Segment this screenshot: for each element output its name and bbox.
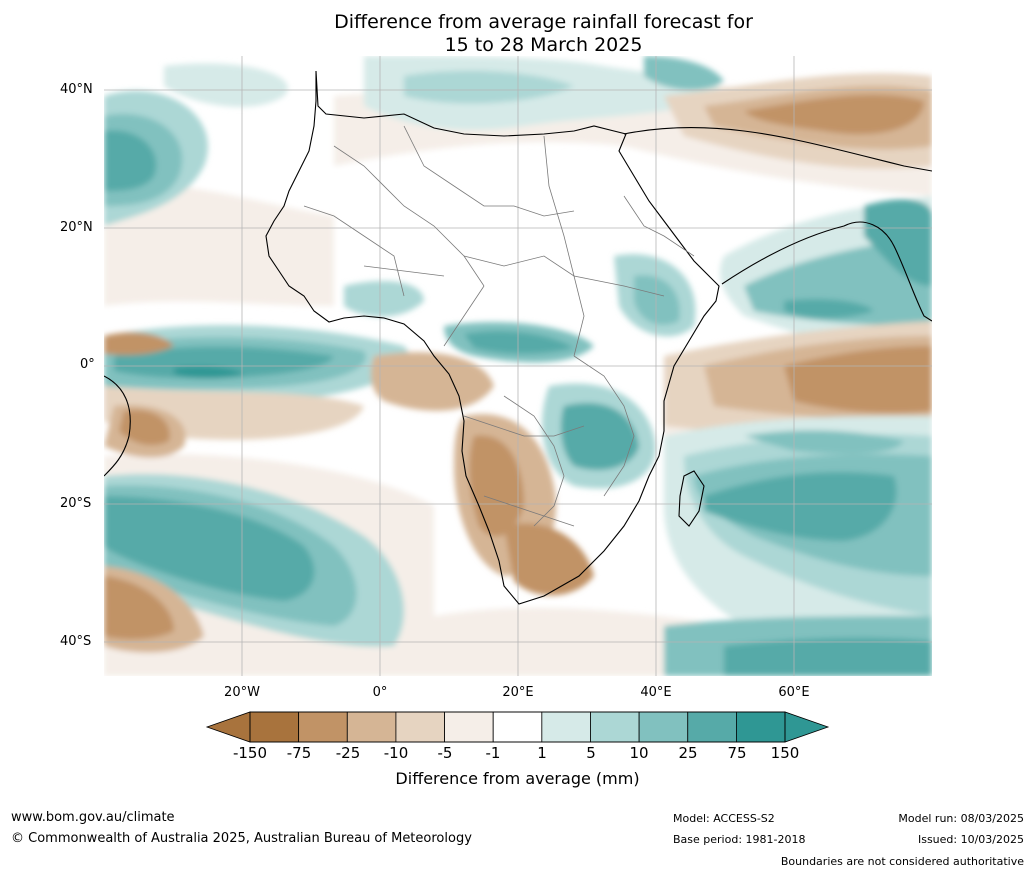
colorbar-tick: 10: [629, 744, 649, 762]
colorbar-cell: [249, 711, 300, 743]
colorbar-tick: -10: [383, 744, 409, 762]
footer-model-run: Model run: 08/03/2025: [898, 812, 1024, 825]
lon-label-20w: 20°W: [224, 685, 260, 700]
colorbar-tick: 150: [770, 744, 800, 762]
country-borders: [303, 125, 695, 527]
colorbar-frame: [249, 711, 786, 743]
colorbar-arrow-right: [784, 711, 830, 743]
coastlines: [104, 70, 932, 605]
colorbar-cell: [736, 711, 786, 743]
colorbar-label: Difference from average (mm): [395, 769, 640, 788]
footer-issued: Issued: 10/03/2025: [917, 833, 1024, 846]
colorbar-tick: 5: [586, 744, 596, 762]
lon-label-60e: 60°E: [778, 685, 810, 700]
colorbar-cell: [687, 711, 737, 743]
colorbar-arrow-left: [205, 711, 251, 743]
colorbar-cell: [346, 711, 397, 743]
lat-label-20s: 20°S: [60, 496, 92, 511]
colorbar-tick: -5: [437, 744, 453, 762]
rainfall-anomaly-map: [104, 56, 932, 676]
map-title-line-1: Difference from average rainfall forecas…: [334, 11, 753, 33]
colorbar-cell: [298, 711, 348, 743]
lat-label-20n: 20°N: [60, 220, 93, 235]
footer-copyright: © Commonwealth of Australia 2025, Austra…: [11, 831, 472, 846]
lat-label-40n: 40°N: [60, 82, 93, 97]
map-title-line-2: 15 to 28 March 2025: [444, 34, 643, 56]
lon-label-40e: 40°E: [640, 685, 672, 700]
colorbar-cell: [395, 711, 445, 743]
colorbar-tick: 75: [727, 744, 747, 762]
footer-disclaimer: Boundaries are not considered authoritat…: [780, 855, 1024, 868]
footer-model: Model: ACCESS-S2: [673, 812, 775, 825]
colorbar-tick: -75: [286, 744, 312, 762]
colorbar-cell: [444, 711, 494, 743]
colorbar-tick: -25: [335, 744, 361, 762]
colorbar: [205, 711, 830, 743]
colorbar-cells: [249, 711, 786, 743]
colorbar-tick: -1: [485, 744, 501, 762]
colorbar-tick: 1: [537, 744, 547, 762]
graticule: [104, 56, 932, 676]
colorbar-cell: [541, 711, 591, 743]
colorbar-tick: 25: [678, 744, 698, 762]
colorbar-tick: -150: [232, 744, 268, 762]
lat-label-equator: 0°: [80, 357, 95, 372]
anomaly-fields: [104, 56, 932, 676]
lon-label-0: 0°: [372, 685, 388, 700]
lat-label-40s: 40°S: [60, 634, 92, 649]
colorbar-cell: [638, 711, 689, 743]
colorbar-cell: [590, 711, 640, 743]
footer-url: www.bom.gov.au/climate: [11, 810, 175, 825]
footer-base-period: Base period: 1981-2018: [673, 833, 806, 846]
colorbar-cell: [492, 711, 543, 743]
map-canvas: [104, 56, 932, 676]
lon-label-20e: 20°E: [502, 685, 534, 700]
